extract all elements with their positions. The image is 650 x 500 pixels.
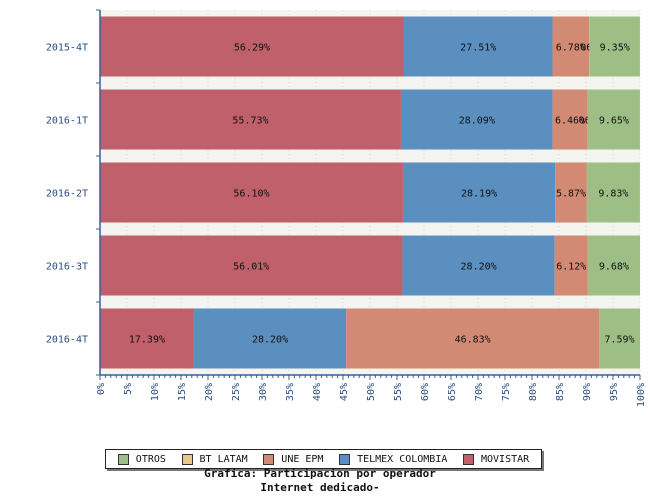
x-tick-label: 85% xyxy=(555,383,566,401)
x-tick-label: 40% xyxy=(312,383,323,401)
bar-segment xyxy=(599,308,640,369)
data-label: 9.68% xyxy=(599,262,629,273)
x-tick-label: 50% xyxy=(366,383,377,401)
bar-segment xyxy=(586,162,640,223)
legend-item: TELMEX COLOMBIA xyxy=(339,453,448,465)
bar-segment xyxy=(400,89,553,150)
bar-segment xyxy=(100,16,404,77)
data-label: 56.10% xyxy=(233,189,269,200)
bar-segment xyxy=(554,235,588,296)
chart-caption-line2: Internet dedicado- xyxy=(260,481,380,494)
bar-segment xyxy=(100,308,194,369)
bar-segment xyxy=(589,16,590,77)
legend-swatch xyxy=(462,453,474,465)
bar-segment xyxy=(402,162,556,223)
legend-label: OTROS xyxy=(135,453,166,465)
data-label: 06% xyxy=(579,116,597,127)
data-label: 9.35% xyxy=(600,43,630,54)
legend-item: OTROS xyxy=(117,453,166,465)
bar-segment xyxy=(193,308,347,369)
bar-segment xyxy=(552,89,588,150)
bar-segment xyxy=(346,308,600,369)
data-label: 9.65% xyxy=(599,116,629,127)
bar-segment xyxy=(403,16,553,77)
x-tick-label: 30% xyxy=(258,383,269,401)
bar-segment xyxy=(100,89,401,150)
data-label: 28.09% xyxy=(459,116,495,127)
legend-label: TELMEX COLOMBIA xyxy=(357,453,448,465)
bar-segment xyxy=(100,162,403,223)
y-tick-label: 2015-4T xyxy=(46,43,88,54)
legend-label: UNE EPM xyxy=(281,453,324,465)
x-tick-label: 10% xyxy=(150,383,161,401)
bar-segment xyxy=(402,235,555,296)
x-tick-label: 70% xyxy=(474,383,485,401)
y-tick-label: 2016-2T xyxy=(46,189,88,200)
bar-segment xyxy=(587,235,640,296)
data-label: 28.20% xyxy=(461,262,497,273)
legend-item: UNE EPM xyxy=(263,453,324,465)
x-tick-label: 60% xyxy=(420,383,431,401)
data-label: 28.19% xyxy=(461,189,497,200)
x-tick-label: 15% xyxy=(177,383,188,401)
x-tick-label: 95% xyxy=(609,383,620,401)
data-label: 56.01% xyxy=(233,262,269,273)
data-label: 6.78% xyxy=(556,43,586,54)
x-tick-label: 100% xyxy=(636,383,647,407)
legend-swatch xyxy=(263,453,275,465)
x-tick-label: 75% xyxy=(501,383,512,401)
data-label: 5.87% xyxy=(556,189,586,200)
data-label: 27.51% xyxy=(460,43,496,54)
y-tick-label: 2016-3T xyxy=(46,262,88,273)
data-label: 28.20% xyxy=(252,335,288,346)
data-label: 7.59% xyxy=(604,335,634,346)
data-label: 6.12% xyxy=(556,262,586,273)
bar-segment xyxy=(552,16,590,77)
x-tick-label: 5% xyxy=(123,383,134,395)
data-label: 56.29% xyxy=(234,43,270,54)
bar-segment xyxy=(589,16,640,77)
y-tick-label: 2016-4T xyxy=(46,335,88,346)
legend-label: BT LATAM xyxy=(199,453,248,465)
data-label: 6.46% xyxy=(555,116,585,127)
data-label: 17.39% xyxy=(129,335,165,346)
chart-caption-line1: Grafica: Participacion por operador xyxy=(204,467,436,480)
data-label: 55.73% xyxy=(232,116,268,127)
legend-item: BT LATAM xyxy=(181,453,248,465)
x-tick-label: 65% xyxy=(447,383,458,401)
data-label: 06% xyxy=(580,43,598,54)
x-tick-label: 45% xyxy=(339,383,350,401)
legend-swatch xyxy=(181,453,193,465)
legend-swatch xyxy=(339,453,351,465)
data-label: 9.83% xyxy=(598,189,628,200)
bar-segment xyxy=(555,162,587,223)
bar-segment xyxy=(587,89,640,150)
x-tick-label: 0% xyxy=(96,383,107,395)
legend-label: MOVISTAR xyxy=(480,453,530,465)
x-tick-label: 25% xyxy=(231,383,242,401)
x-tick-label: 55% xyxy=(393,383,404,401)
bar-segment xyxy=(100,235,403,296)
x-tick-label: 35% xyxy=(285,383,296,401)
x-tick-label: 80% xyxy=(528,383,539,401)
x-tick-label: 90% xyxy=(582,383,593,401)
y-tick-label: 2016-1T xyxy=(46,116,88,127)
bar-segment xyxy=(587,89,589,150)
legend-swatch xyxy=(117,453,129,465)
x-tick-label: 20% xyxy=(204,383,215,401)
legend-item: MOVISTAR xyxy=(462,453,530,465)
data-label: 46.83% xyxy=(455,335,491,346)
legend: OTROS BT LATAM UNE EPM TELMEX COLOMBIA MOVIS… xyxy=(105,449,542,469)
